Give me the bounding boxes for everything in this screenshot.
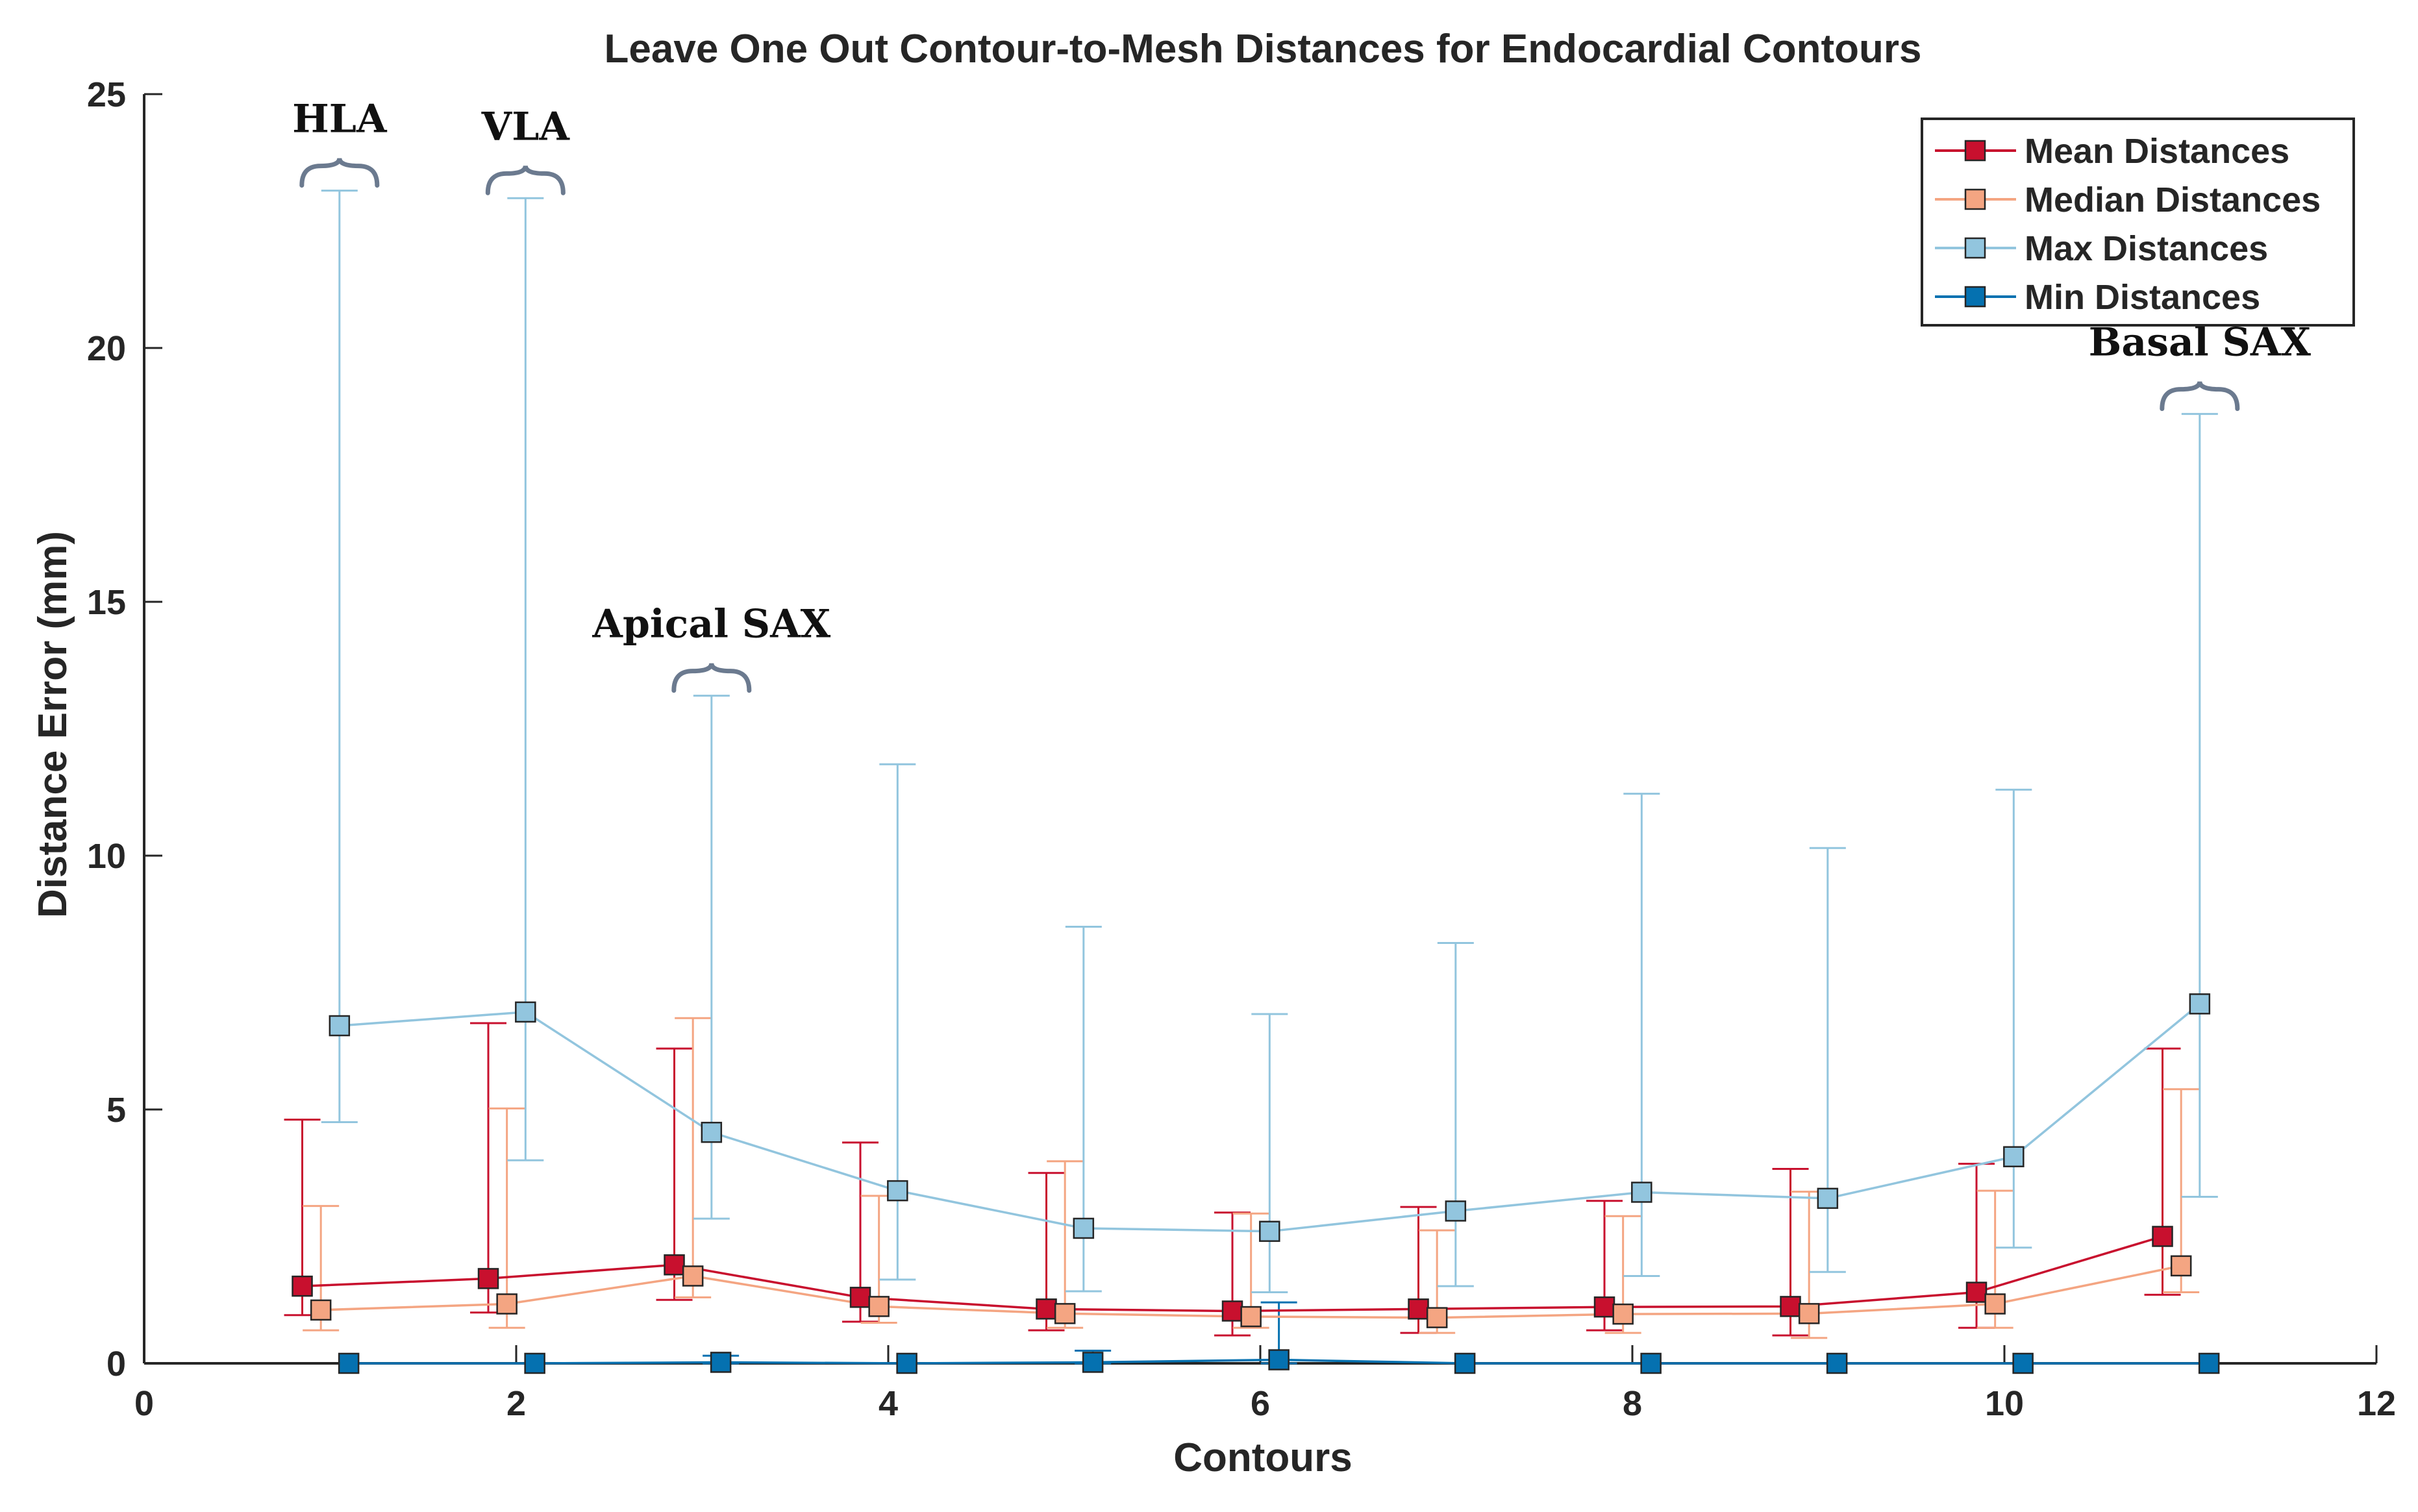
x-tick-label: 6 xyxy=(1251,1384,1270,1423)
chart-title: Leave One Out Contour-to-Mesh Distances … xyxy=(604,27,1922,71)
mean-distances-marker xyxy=(1593,1296,1615,1318)
mean-distances-marker xyxy=(1036,1298,1057,1320)
annotation-label: Apical SAX xyxy=(592,602,830,647)
min-distances-marker xyxy=(1082,1352,1104,1373)
min-distances-marker xyxy=(1640,1352,1662,1374)
median-distances-marker xyxy=(2170,1255,2192,1277)
mean-distances-marker xyxy=(477,1268,499,1289)
legend: Mean Distances Median Distances Max Distan… xyxy=(1921,118,2355,327)
median-distances-marker xyxy=(1426,1307,1448,1328)
median-distances-marker xyxy=(496,1293,517,1315)
max-distances-marker xyxy=(515,1001,536,1023)
errorbar-layer xyxy=(284,190,2218,1365)
mean-distances-marker xyxy=(292,1275,313,1297)
median-distances-marker xyxy=(868,1296,890,1317)
y-axis-label: Distance Error (mm) xyxy=(31,531,75,918)
legend-marker-min-distances xyxy=(1964,286,1986,308)
min-distances-marker xyxy=(2012,1352,2034,1374)
mean-distances-marker xyxy=(1965,1282,1988,1303)
legend-label-max-distances: Max Distances xyxy=(2025,229,2268,268)
y-tick-label: 25 xyxy=(87,75,126,114)
mean-distances-marker xyxy=(1780,1296,1801,1317)
mean-distances-marker xyxy=(849,1287,871,1308)
min-distances-marker xyxy=(710,1352,732,1373)
max-distances-marker xyxy=(1073,1217,1095,1239)
legend-marker-mean-distances xyxy=(1964,140,1986,162)
min-distances-marker xyxy=(338,1352,360,1374)
legend-marker-max-distances xyxy=(1964,237,1986,259)
y-tick-label: 20 xyxy=(87,329,126,368)
max-distances-marker xyxy=(1445,1200,1467,1222)
max-distances-marker xyxy=(2189,993,2211,1015)
max-distances-marker xyxy=(329,1015,351,1037)
x-tick-label: 12 xyxy=(2357,1384,2396,1423)
legend-items: Mean Distances Median Distances Max Distan… xyxy=(1935,132,2321,317)
median-distances-marker xyxy=(310,1299,332,1321)
min-distances-marker xyxy=(2198,1352,2220,1374)
median-distances-marker xyxy=(1798,1303,1820,1324)
median-distances-marker xyxy=(1240,1306,1262,1328)
median-distances-marker xyxy=(682,1265,704,1287)
min-distances-marker xyxy=(896,1352,917,1374)
min-distances-marker xyxy=(1454,1352,1476,1374)
mean-distances-marker xyxy=(664,1254,685,1276)
legend-box xyxy=(1921,118,2355,327)
x-tick-label: 4 xyxy=(879,1384,898,1423)
x-axis-label: Contours xyxy=(1173,1435,1352,1480)
legend-marker-median-distances xyxy=(1964,188,1986,210)
y-tick-label: 0 xyxy=(106,1345,126,1383)
y-tick-label: 10 xyxy=(87,837,126,876)
x-tick-label: 2 xyxy=(506,1384,526,1423)
max-distances-marker xyxy=(701,1121,723,1143)
annotation-layer: HLA VLA Apical SAX Basal SAX xyxy=(292,97,2312,693)
annotation-brace xyxy=(299,158,380,188)
annotation-label: Basal SAX xyxy=(2089,320,2312,366)
max-distances-marker xyxy=(1817,1187,1839,1209)
annotation-label: VLA xyxy=(481,104,571,149)
median-distances-marker xyxy=(1612,1303,1634,1325)
y-tick-label: 15 xyxy=(87,583,126,622)
min-distances-marker xyxy=(1268,1349,1290,1370)
y-tick-label: 5 xyxy=(106,1091,126,1130)
mean-distances-marker xyxy=(1408,1298,1429,1320)
marker-layer xyxy=(292,993,2220,1374)
annotation-label: HLA xyxy=(292,97,388,142)
median-distances-marker xyxy=(1054,1303,1076,1324)
median-distances-marker xyxy=(1984,1293,2006,1315)
annotation-brace xyxy=(485,165,566,195)
min-distances-marker xyxy=(1826,1352,1848,1374)
x-tick-label: 0 xyxy=(134,1384,154,1423)
legend-label-min-distances: Min Distances xyxy=(2025,278,2260,317)
x-tick-label: 10 xyxy=(1985,1384,2024,1423)
max-distances-marker xyxy=(1259,1221,1280,1242)
legend-label-median-distances: Median Distances xyxy=(2025,180,2321,219)
annotation-brace xyxy=(671,663,752,693)
annotation-brace xyxy=(2160,381,2240,412)
x-tick-label: 8 xyxy=(1623,1384,1642,1423)
mean-distances-marker xyxy=(2152,1226,2173,1247)
max-distances-marker xyxy=(2003,1146,2025,1167)
max-distances-marker xyxy=(887,1180,908,1202)
min-distances-marker xyxy=(524,1352,545,1374)
legend-label-mean-distances: Mean Distances xyxy=(2025,132,2289,171)
max-distances-marker xyxy=(1631,1182,1652,1203)
mean-distances-marker xyxy=(1221,1300,1243,1322)
